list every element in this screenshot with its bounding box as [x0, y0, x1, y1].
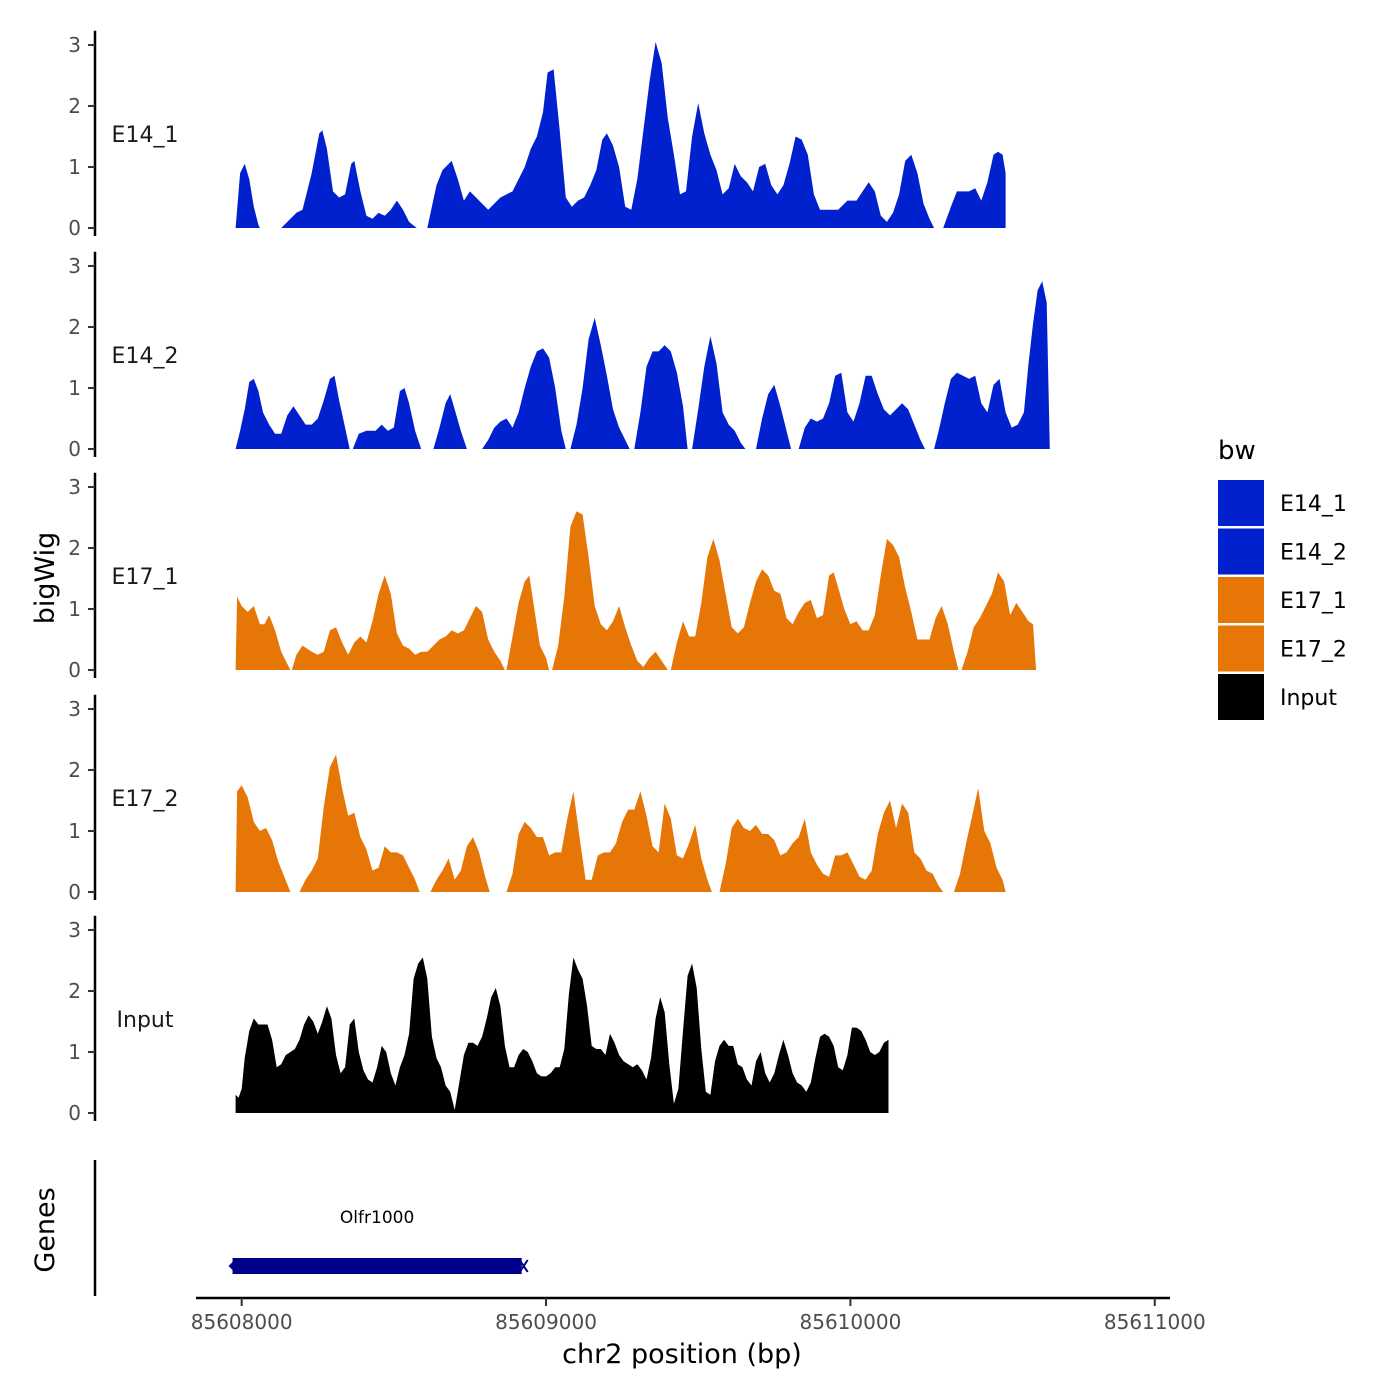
gene-body [232, 1258, 522, 1274]
legend-item: E14_1 [1218, 480, 1347, 526]
y-tick-label: 0 [68, 216, 81, 240]
y-tick-label: 0 [68, 658, 81, 682]
legend-label: E14_2 [1280, 541, 1347, 566]
y-tick-label: 0 [68, 1101, 81, 1125]
y-tick-label: 1 [68, 1040, 81, 1064]
x-tick-label: 85610000 [800, 1310, 902, 1334]
legend-item: Input [1218, 674, 1337, 720]
y-tick-label: 2 [68, 979, 81, 1003]
track-label: E14_2 [112, 344, 179, 369]
x-tick-label: 85611000 [1104, 1310, 1206, 1334]
x-axis-title: chr2 position (bp) [562, 1339, 802, 1370]
gene-end-marker [518, 1259, 529, 1273]
y-tick-label: 2 [68, 536, 81, 560]
track-label: E17_2 [112, 787, 179, 812]
legend-item: E17_2 [1218, 625, 1347, 672]
x-tick-label: 85609000 [495, 1310, 597, 1334]
gene-label: Olfr1000 [340, 1208, 414, 1228]
track-e17-2: 0 1 2 3 E17_2 [68, 694, 1006, 904]
legend-swatch [1218, 480, 1264, 526]
legend-swatch [1218, 528, 1264, 575]
track-e14-2: 0 1 2 3 E14_2 [68, 251, 1050, 461]
legend-swatch [1218, 674, 1264, 720]
legend-swatch [1218, 577, 1264, 623]
y-tick-label: 1 [68, 376, 81, 400]
gene-track: Olfr1000 [93, 1160, 529, 1296]
y-tick-label: 3 [68, 254, 81, 278]
x-tick-label: 85608000 [191, 1310, 293, 1334]
coverage-area-e17-1 [235, 511, 1037, 670]
gene-start-marker [228, 1260, 235, 1272]
y-tick-label: 0 [68, 437, 81, 461]
y-tick-label: 2 [68, 94, 81, 118]
legend-swatch [1218, 625, 1264, 672]
coverage-area-e14-1 [235, 42, 1006, 228]
y-tick-label: 1 [68, 597, 81, 621]
y-tick-label: 2 [68, 758, 81, 782]
track-e17-1: 0 1 2 3 E17_1 [68, 472, 1037, 682]
track-input: 0 1 2 3 Input [68, 915, 889, 1125]
legend-label: E17_1 [1280, 589, 1347, 614]
y-tick-label: 3 [68, 33, 81, 57]
y-axis-title: bigWig [30, 532, 61, 625]
track-e14-1: 0 1 2 3 E14_1 [68, 30, 1006, 240]
legend-item: E17_1 [1218, 577, 1347, 623]
gene: Olfr1000 [228, 1208, 529, 1274]
legend-item: E14_2 [1218, 528, 1347, 575]
y-tick-label: 3 [68, 697, 81, 721]
legend-title: bw [1218, 436, 1256, 466]
track-label: Input [117, 1008, 174, 1033]
y-tick-label: 0 [68, 880, 81, 904]
coverage-area-e17-2 [235, 754, 1006, 892]
track-label: E14_1 [112, 123, 179, 148]
y-tick-label: 3 [68, 475, 81, 499]
legend-label: E17_2 [1280, 638, 1347, 663]
y-tick-label: 1 [68, 155, 81, 179]
y-tick-label: 2 [68, 315, 81, 339]
track-label: E17_1 [112, 565, 179, 590]
y-tick-label: 3 [68, 918, 81, 942]
y-tick-label: 1 [68, 819, 81, 843]
legend-label: Input [1280, 686, 1337, 711]
gene-track-title: Genes [30, 1187, 61, 1272]
coverage-area-e14-2 [235, 281, 1050, 449]
x-axis: 85608000 85609000 85610000 85611000 [191, 1296, 1206, 1334]
legend-label: E14_1 [1280, 492, 1347, 517]
coverage-area-input [235, 957, 889, 1113]
coverage-tracks: 0 1 2 3 E14_1 0 1 2 3 E14_2 0 1 2 3 E17_1 0 1 2 3 E17_2 0 1 2 3… [68, 30, 1050, 1125]
legend: bw E14_1 E14_2 E17_1 E17_2 Input [1218, 436, 1347, 720]
